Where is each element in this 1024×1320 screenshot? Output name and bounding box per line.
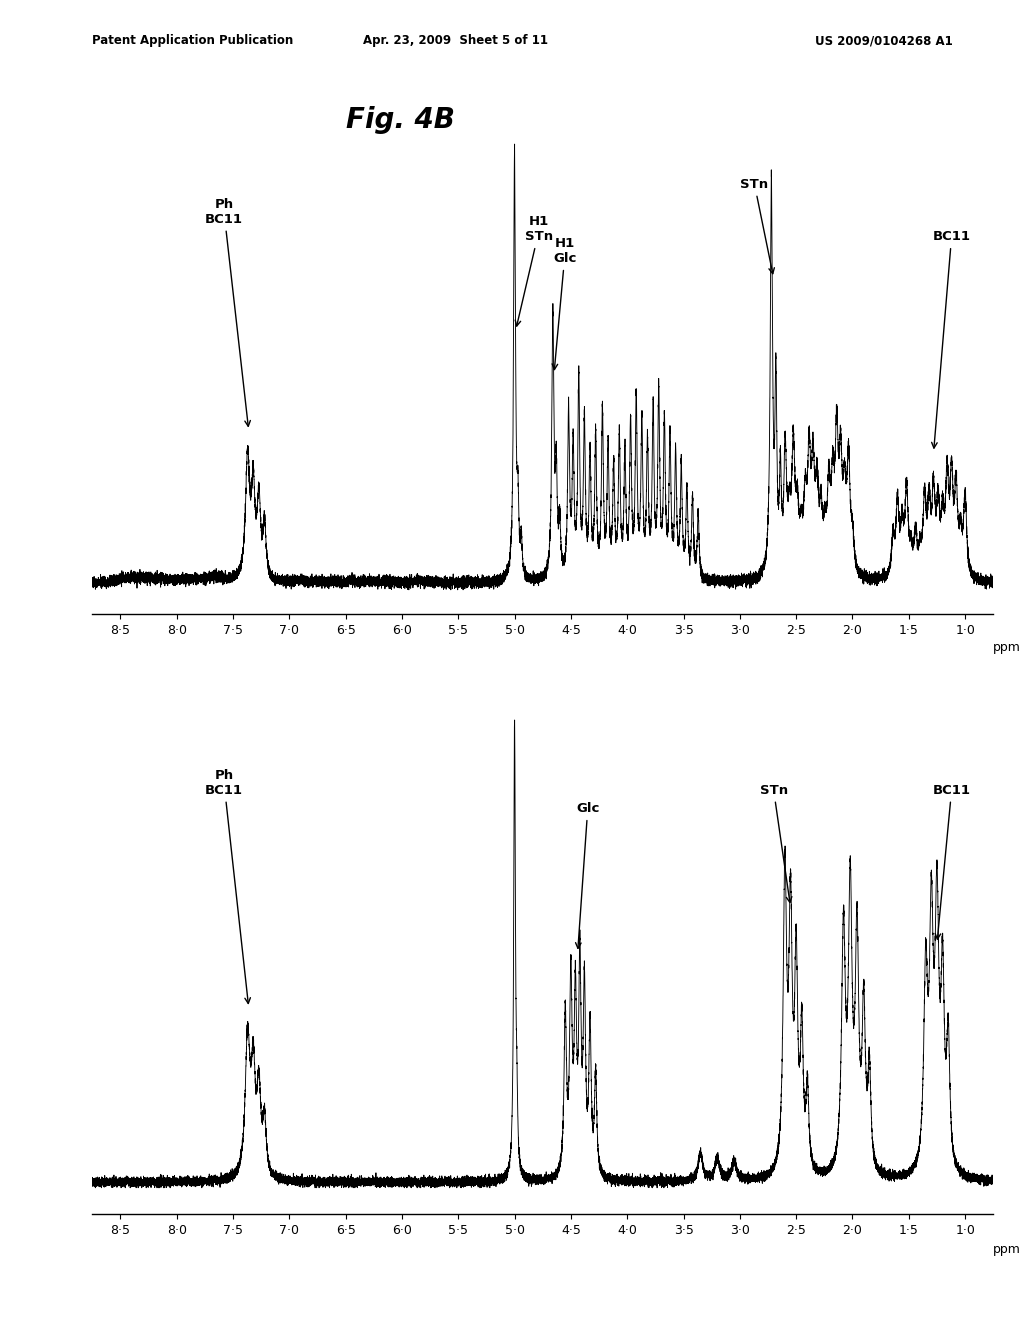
Text: Fig. 4B: Fig. 4B <box>346 106 455 135</box>
Text: Ph
BC11: Ph BC11 <box>205 198 251 426</box>
Text: Patent Application Publication: Patent Application Publication <box>92 34 294 48</box>
Text: H1
STn: H1 STn <box>515 215 553 326</box>
Text: BC11: BC11 <box>933 784 971 940</box>
Text: BC11: BC11 <box>932 230 971 447</box>
Text: Ph
BC11: Ph BC11 <box>205 768 251 1003</box>
Text: Apr. 23, 2009  Sheet 5 of 11: Apr. 23, 2009 Sheet 5 of 11 <box>364 34 548 48</box>
Text: Glc: Glc <box>575 803 599 948</box>
Text: ppm: ppm <box>993 642 1021 655</box>
Text: STn: STn <box>740 178 774 273</box>
Text: ppm: ppm <box>993 1243 1021 1257</box>
Text: STn: STn <box>760 784 792 903</box>
Text: US 2009/0104268 A1: US 2009/0104268 A1 <box>814 34 952 48</box>
Text: H1
Glc: H1 Glc <box>552 236 577 370</box>
